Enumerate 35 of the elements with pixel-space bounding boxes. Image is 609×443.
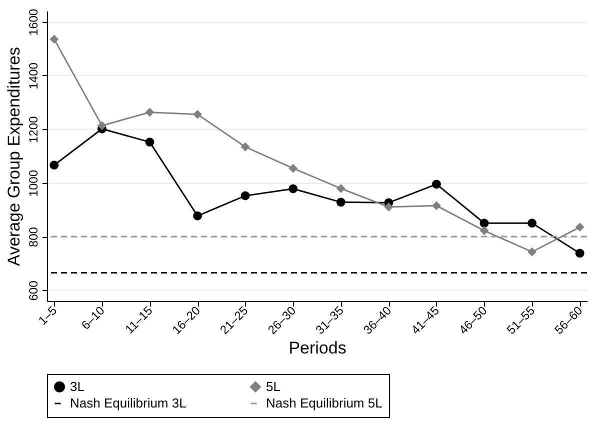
y-tick-label: 1200 [26, 116, 40, 143]
point [288, 164, 298, 173]
legend-label: 3L [70, 378, 84, 394]
x-axis-title: Periods [288, 338, 346, 358]
point [336, 184, 346, 193]
point [432, 180, 441, 189]
point [575, 248, 584, 258]
point [50, 160, 59, 170]
point [432, 201, 441, 210]
point [336, 198, 346, 207]
x-tick-label: 1–5 [36, 303, 60, 328]
y-tick-label: 800 [26, 226, 40, 248]
point [145, 108, 154, 117]
point [240, 191, 250, 200]
point [97, 121, 106, 130]
point [575, 222, 584, 232]
point [528, 247, 537, 256]
point [193, 211, 202, 220]
legend-label: Nash Equilibrium 5L [266, 396, 382, 410]
point [288, 184, 298, 194]
point [240, 142, 250, 152]
point [528, 218, 537, 228]
point [50, 34, 59, 44]
point [384, 202, 394, 212]
point [193, 110, 202, 119]
legend-label: 5L [266, 378, 280, 394]
point [145, 138, 154, 146]
y-tick-label: 1600 [26, 8, 40, 36]
point [480, 218, 489, 228]
y-tick-label: 600 [26, 280, 40, 301]
y-tick-label: 1000 [26, 170, 40, 197]
y-tick-label: 1400 [26, 62, 40, 90]
point [480, 226, 489, 236]
y-axis-title: Average Group Expenditures [4, 47, 24, 266]
legend-label: Nash Equilibrium 3L [70, 396, 186, 410]
